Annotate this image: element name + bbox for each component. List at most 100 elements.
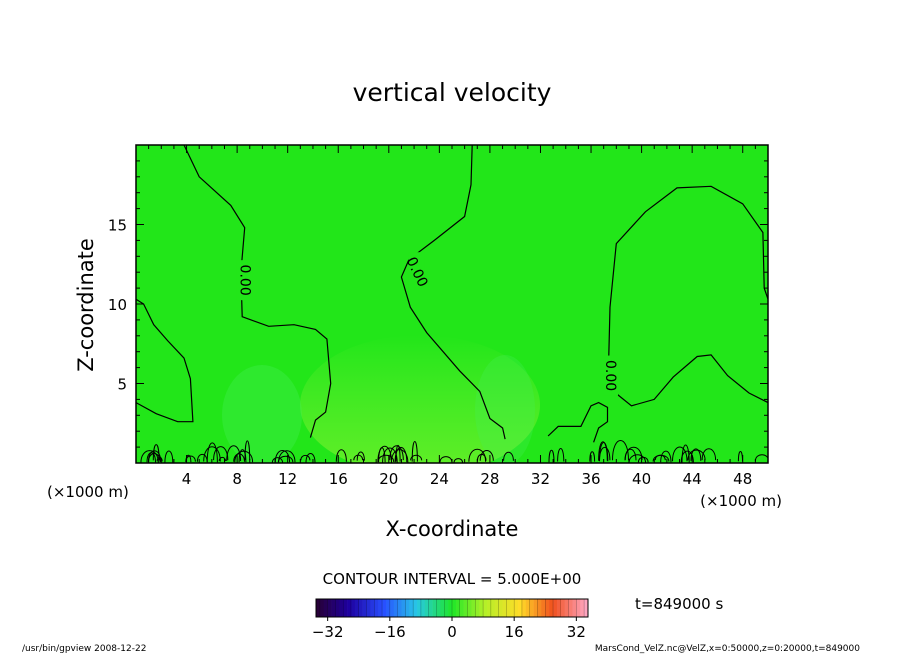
surface-cell [378, 447, 386, 463]
x-unit-left: (×1000 m) [47, 483, 129, 501]
colorbar-cell [580, 599, 585, 617]
colorbar-cell [521, 599, 527, 617]
colorbar-cell [459, 599, 464, 617]
colorbar-cell [553, 599, 558, 617]
colorbar-cell [514, 599, 519, 617]
surface-cell [335, 449, 347, 462]
x-tick-label: 20 [379, 470, 398, 488]
surface-cell [598, 441, 608, 461]
contour-label: 0.00 [602, 360, 618, 391]
x-axis: 4 8 12 16 20 24 28 32 36 40 44 48 [148, 145, 756, 488]
contour-label-bg [408, 252, 425, 293]
contour-line-2 [400, 145, 506, 440]
contour-label: 0.00 [237, 265, 253, 296]
surface-cell [218, 456, 226, 462]
colorbar-cell [576, 599, 581, 617]
colorbar-tick-label: −32 [312, 623, 344, 641]
colorbar-cell [525, 599, 531, 617]
colorbar-cell [428, 599, 433, 617]
surface-cell [681, 444, 690, 463]
colorbar-cell [498, 599, 503, 617]
surface-cell [274, 449, 291, 463]
contour-line-1 [136, 298, 194, 423]
colorbar-cell [366, 599, 371, 617]
surface-cell [548, 449, 555, 463]
surface-cell [410, 454, 423, 461]
colorbar-cell [506, 599, 511, 617]
colorbar-cell [354, 599, 360, 617]
surface-cell [479, 450, 494, 461]
surface-cell [185, 454, 192, 463]
y-axis: 5 10 15 [108, 160, 768, 448]
colorbar-cell [444, 599, 449, 617]
surface-cell [637, 456, 649, 463]
colorbar-cell [382, 599, 387, 617]
colorbar-cell [545, 599, 550, 617]
colorbar-cell [584, 599, 589, 617]
contour-line-0 [183, 145, 332, 438]
colorbar-cell [319, 599, 325, 617]
surface-cell [305, 453, 316, 463]
colorbar-cell [541, 599, 546, 617]
surface-cell [395, 444, 401, 462]
surface-cell [468, 448, 487, 462]
contour-label-bg [602, 355, 618, 396]
surface-cell [238, 449, 247, 463]
colorbar-cell [323, 599, 328, 617]
x-tick-label: 16 [329, 470, 348, 488]
colorbar-tick-label: 16 [505, 623, 524, 641]
colorbar-cell [494, 599, 499, 617]
colorbar-cell [564, 599, 569, 617]
colorbar-cell [378, 599, 383, 617]
surface-cell [377, 454, 395, 463]
colorbar-cell [409, 599, 414, 617]
x-tick-label: 44 [683, 470, 702, 488]
surface-cell [599, 446, 611, 461]
x-tick-label: 4 [182, 470, 192, 488]
colorbar-cell [432, 599, 437, 617]
colorbar-cell [475, 599, 480, 617]
colorbar-cell [518, 599, 523, 617]
y-tick-label: 5 [117, 376, 127, 394]
surface-cell [503, 451, 514, 461]
colorbar [316, 599, 589, 617]
colorbar-cell [549, 599, 554, 617]
colorbar-cell [448, 599, 453, 617]
colorbar-cell [335, 599, 340, 617]
colorbar-cell [331, 599, 336, 617]
colorbar-cell [440, 599, 445, 617]
colorbar-cell [343, 599, 348, 617]
x-tick-label: 32 [531, 470, 550, 488]
colorbar-tick-label: 32 [567, 623, 586, 641]
surface-cell [300, 454, 311, 461]
colorbar-cell [350, 599, 356, 617]
x-tick-label: 8 [232, 470, 242, 488]
surface-cell [557, 448, 565, 462]
colorbar-cell [358, 599, 363, 617]
colorbar-cell [479, 599, 484, 617]
y-tick-label: 10 [108, 296, 127, 314]
colorbar-cell [463, 599, 468, 617]
colorbar-cell [374, 599, 379, 617]
surface-cell [411, 441, 418, 462]
surface-cell [234, 450, 254, 463]
colorbar-cell [452, 599, 457, 617]
y-axis-label: Z-coordinate [74, 238, 98, 372]
colorbar-cell [347, 599, 352, 617]
colorbar-cell [339, 599, 344, 617]
colorbar-cell [533, 599, 538, 617]
colorbar-cell [417, 599, 422, 617]
colorbar-cell [370, 599, 375, 617]
surface-cell [164, 450, 174, 463]
surface-cell [390, 449, 409, 463]
surface-cell [206, 442, 218, 463]
contour-line-4 [547, 401, 609, 443]
colorbar-cell [572, 599, 577, 617]
colorbar-tick-label: −16 [374, 623, 406, 641]
colorbar-cell [471, 599, 476, 617]
footer-right: MarsCond_VelZ.nc@VelZ,x=0:50000,z=0:2000… [595, 644, 860, 654]
surface-cell [203, 446, 221, 462]
colorbar-tick-label: 0 [447, 623, 457, 641]
surface-cell [394, 446, 408, 463]
